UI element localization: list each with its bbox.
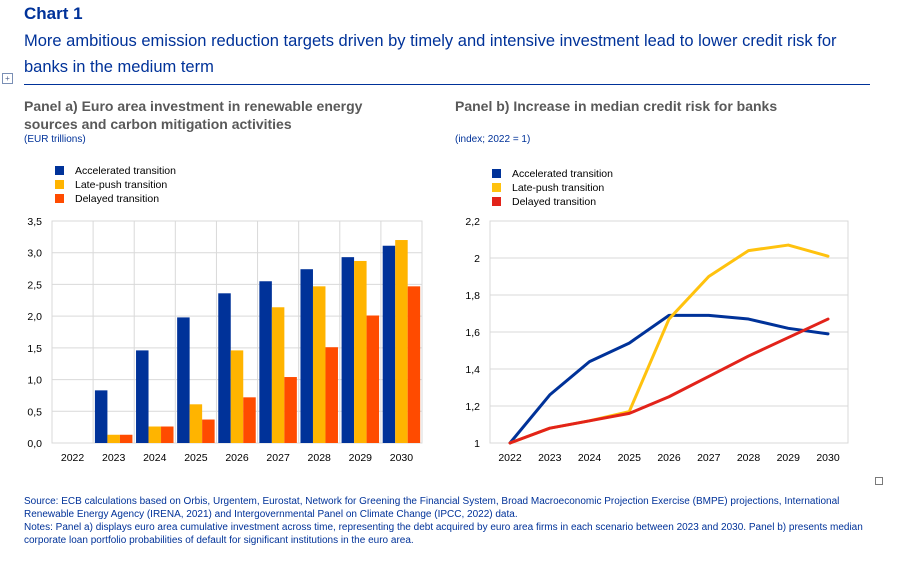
legend-label: Delayed transition — [512, 196, 597, 208]
bar — [243, 397, 256, 443]
legend-swatch-late-push — [55, 179, 64, 189]
legend-label: Delayed transition — [75, 193, 160, 205]
legend-item-late-push: Late-push transition — [492, 181, 613, 195]
bar — [325, 347, 338, 443]
legend-swatch-late-push — [492, 182, 501, 192]
chart-title: More ambitious emission reduction target… — [24, 32, 837, 76]
x-tick-label: 2026 — [225, 452, 249, 464]
bar — [284, 377, 297, 443]
bar — [407, 286, 421, 443]
bar — [136, 350, 149, 443]
legend-swatch-accelerated — [492, 168, 501, 178]
bar — [119, 434, 133, 443]
x-tick-label: 2022 — [61, 452, 85, 464]
bar — [341, 257, 355, 443]
bar — [177, 317, 190, 443]
y-tick-label: 1,5 — [27, 343, 42, 355]
legend-swatch-delayed — [492, 196, 501, 206]
title-divider — [24, 84, 870, 85]
x-tick-label: 2024 — [143, 452, 167, 464]
bar — [161, 426, 174, 443]
bar — [354, 260, 367, 443]
legend-item-accelerated: Accelerated transition — [55, 164, 176, 178]
bar — [189, 404, 203, 443]
legend-label: Late-push transition — [75, 179, 168, 191]
x-tick-label: 2029 — [349, 452, 373, 464]
bar — [107, 434, 120, 443]
legend-item-late-push: Late-push transition — [55, 178, 176, 192]
bar — [300, 269, 313, 443]
y-tick-label: 2,5 — [27, 279, 42, 291]
x-tick-label: 2027 — [266, 452, 290, 464]
panel-b-legend: Accelerated transition Late-push transit… — [492, 167, 613, 209]
legend-swatch-delayed — [55, 193, 64, 203]
legend-item-delayed: Delayed transition — [492, 195, 613, 209]
bar — [395, 240, 408, 443]
bar — [366, 315, 380, 443]
x-tick-label: 2023 — [102, 452, 126, 464]
legend-item-delayed: Delayed transition — [55, 192, 176, 206]
bar — [259, 281, 272, 443]
x-tick-label: 2025 — [184, 452, 208, 464]
panel-a-legend: Accelerated transition Late-push transit… — [55, 164, 176, 206]
x-tick-label: 2028 — [308, 452, 332, 464]
notes-text: Notes: Panel a) displays euro area cumul… — [24, 522, 863, 546]
bar — [218, 293, 231, 443]
y-tick-label: 2,0 — [27, 311, 42, 323]
legend-label: Accelerated transition — [75, 165, 176, 177]
legend-swatch-accelerated — [55, 165, 64, 175]
panel-a-title: Panel a) Euro area investment in renewab… — [24, 98, 363, 132]
panel-b-unit: (index; 2022 = 1) — [455, 134, 531, 145]
chart-label: Chart 1 — [24, 4, 83, 23]
table-move-handle-icon[interactable]: + — [2, 73, 13, 84]
source-note: Source: ECB calculations based on Orbis,… — [24, 496, 840, 520]
legend-item-accelerated: Accelerated transition — [492, 167, 613, 181]
y-tick-label: 1,0 — [27, 375, 42, 387]
y-tick-label: 3,0 — [27, 248, 42, 260]
panel-a-unit: (EUR trillions) — [24, 134, 86, 145]
bar — [230, 350, 244, 443]
footnotes: Source: ECB calculations based on Orbis,… — [24, 495, 884, 547]
bar — [312, 286, 326, 443]
bar — [94, 390, 108, 443]
legend-label: Late-push transition — [512, 182, 605, 194]
panel-b-title: Panel b) Increase in median credit risk … — [455, 98, 778, 114]
y-tick-label: 0,0 — [27, 438, 42, 450]
x-tick-label: 2030 — [390, 452, 414, 464]
y-tick-label: 3,5 — [27, 216, 42, 228]
legend-label: Accelerated transition — [512, 168, 613, 180]
y-tick-label: 0,5 — [27, 406, 42, 418]
bar — [271, 307, 285, 443]
resize-handle-icon[interactable] — [875, 477, 883, 485]
bar — [382, 245, 396, 443]
bar — [202, 419, 215, 443]
bar — [148, 426, 162, 443]
